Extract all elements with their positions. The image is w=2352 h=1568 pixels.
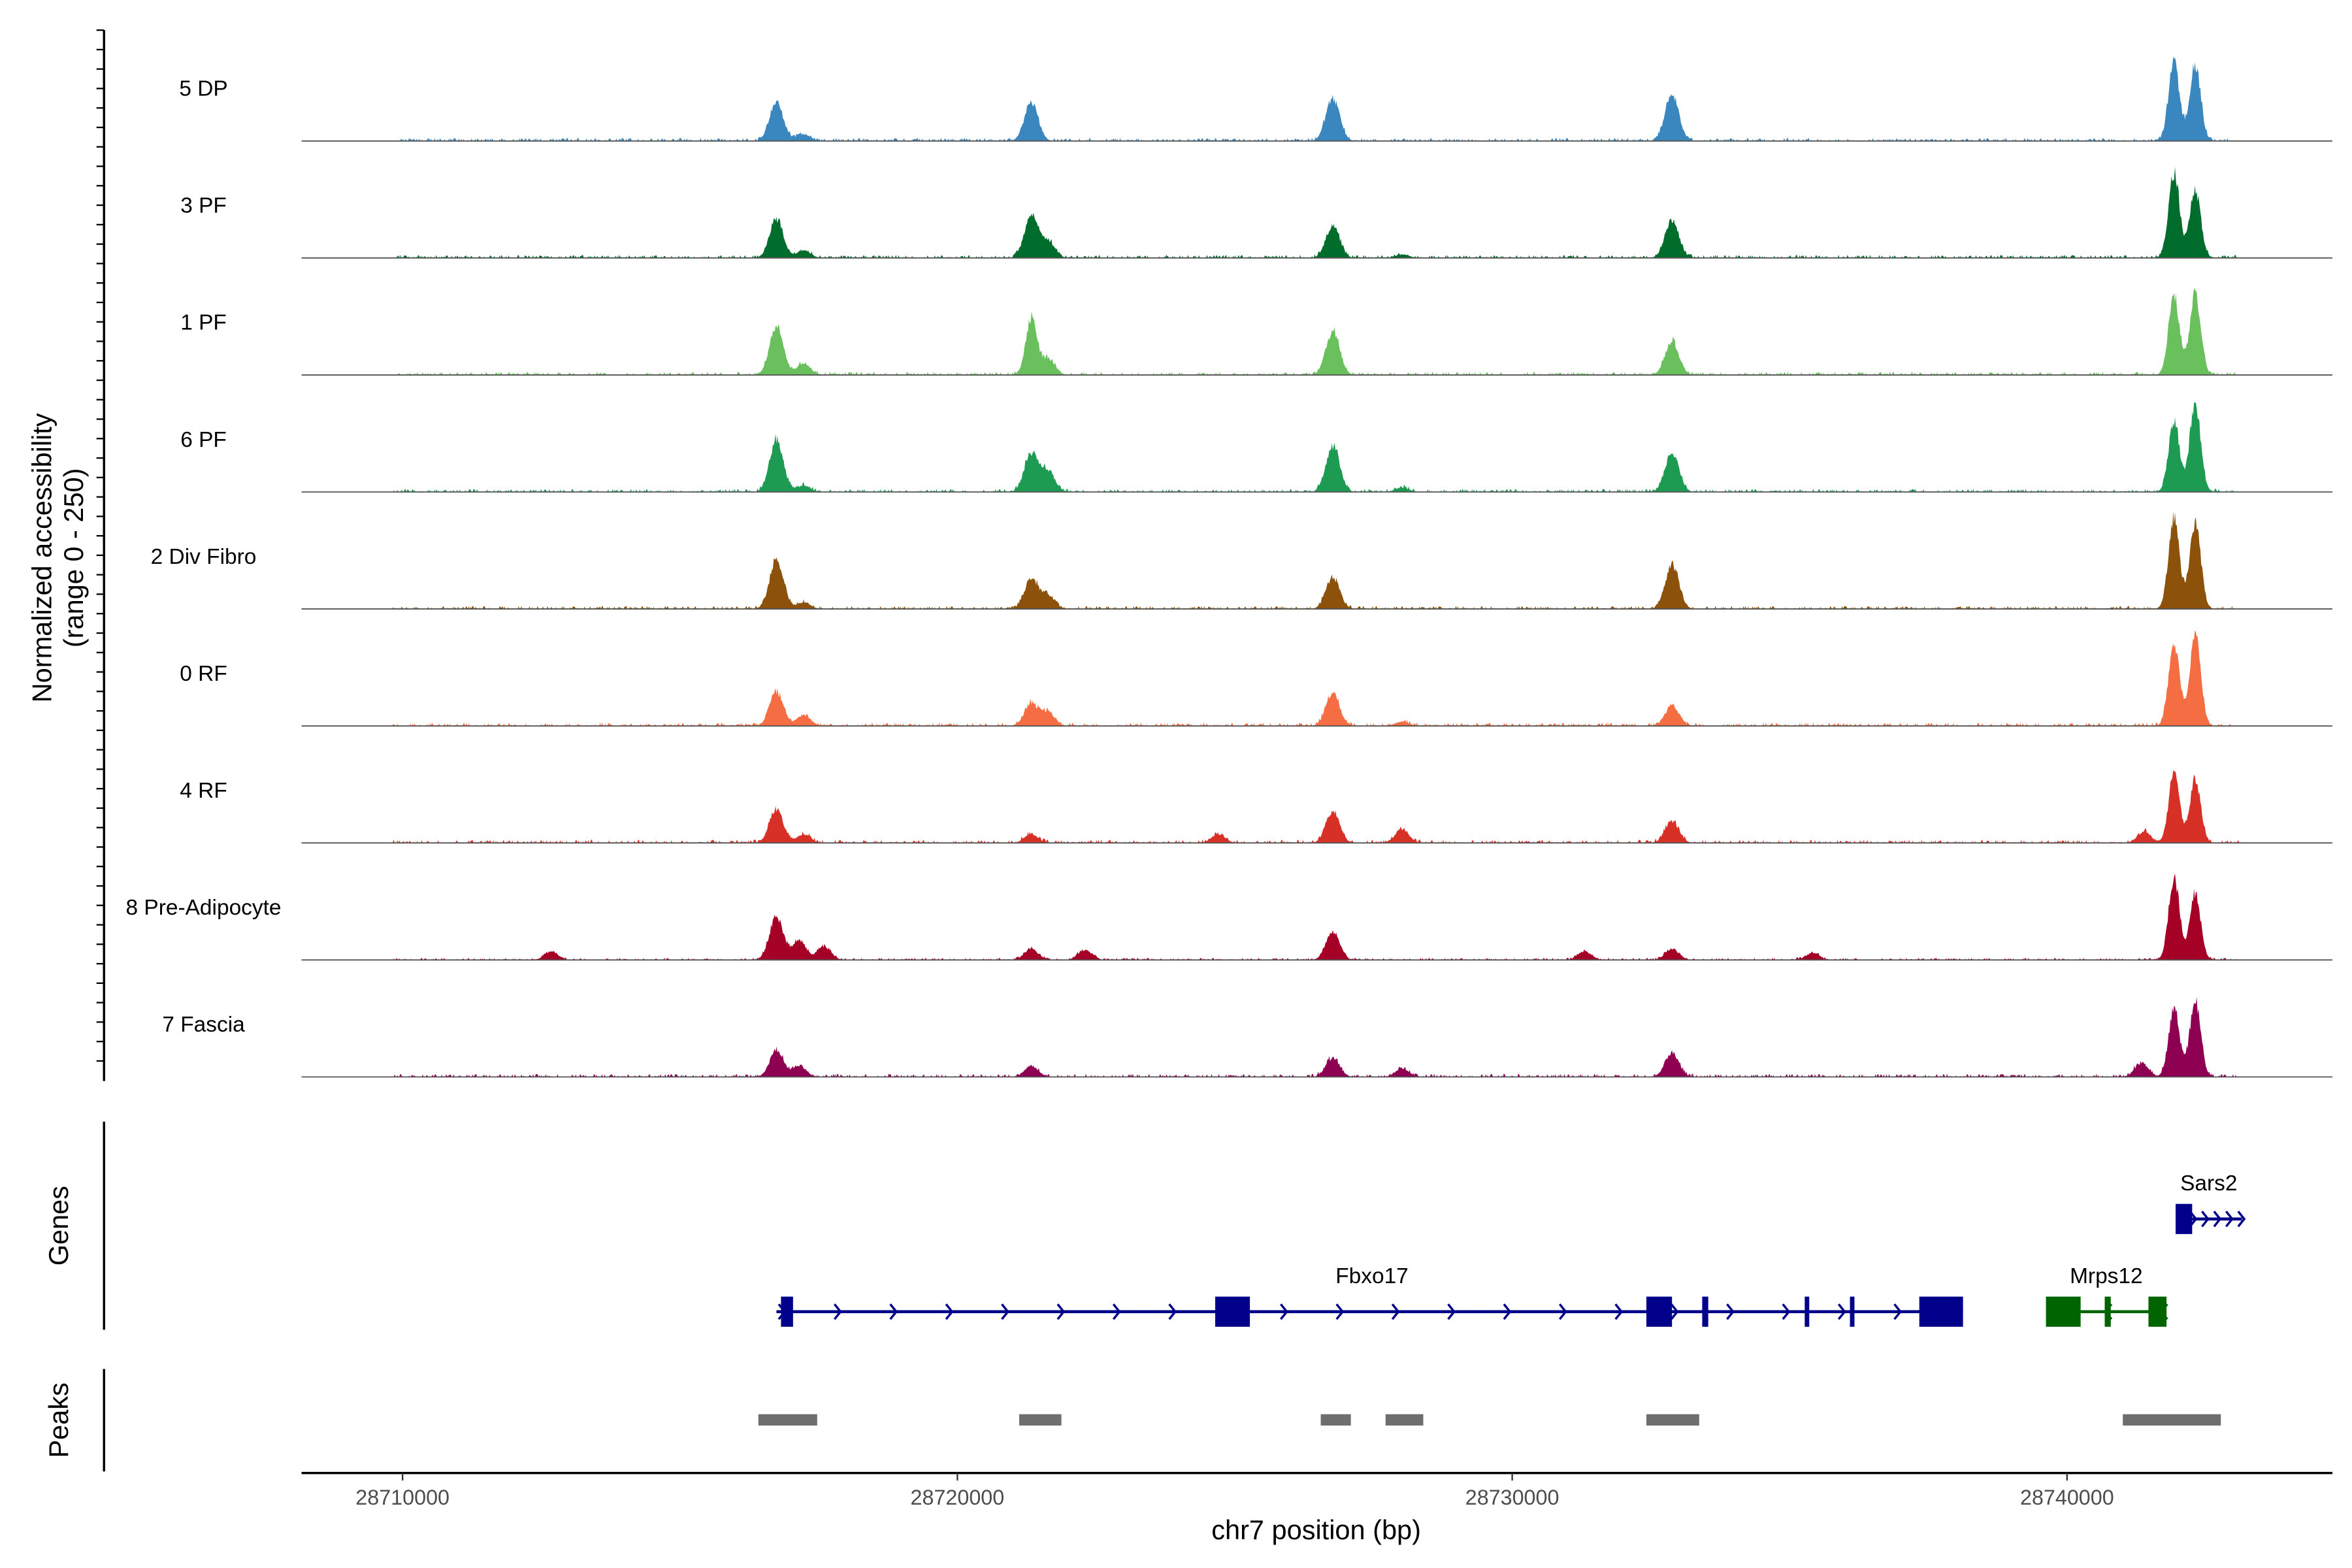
y-axis-subtitle: (range 0 - 250) xyxy=(58,468,89,648)
coverage-area xyxy=(301,167,2241,258)
y-axis-ticks xyxy=(96,29,105,1062)
y-axis-title: Normalized accessibility xyxy=(26,413,57,702)
strand-arrow-icon xyxy=(1001,1303,1009,1320)
genes-panel-label: Genes xyxy=(43,1186,74,1266)
called-peak-bar xyxy=(758,1414,817,1426)
strand-arrow-icon xyxy=(1893,1303,1903,1320)
track-label: 7 Fascia xyxy=(162,1013,245,1037)
gene-label: Mrps12 xyxy=(2070,1264,2143,1288)
track-7-fascia: 7 Fascia xyxy=(162,997,2332,1078)
strand-arrow-icon xyxy=(2237,1211,2246,1228)
called-peak-bar xyxy=(1019,1414,1062,1426)
track-label: 0 RF xyxy=(180,662,227,686)
gene-mrps12: Mrps12 xyxy=(2046,1264,2168,1327)
track-0-rf: 0 RF xyxy=(180,630,2332,727)
coverage-area xyxy=(301,402,2241,492)
gene-exon xyxy=(2046,1296,2081,1327)
called-peak-bar xyxy=(1646,1414,1699,1426)
x-tick-label: 28740000 xyxy=(2020,1486,2114,1509)
coverage-tracks: 5 DP 3 PF 1 PF 6 PF 2 Div Fibro 0 RF 4 RF 8 Pre… xyxy=(126,56,2332,1078)
strand-arrow-icon xyxy=(1391,1303,1400,1320)
gene-exon xyxy=(1919,1296,1963,1327)
gene-exon xyxy=(1646,1296,1673,1327)
strand-arrow-icon xyxy=(1112,1303,1121,1320)
x-axis-title: chr7 position (bp) xyxy=(1211,1514,1421,1545)
gene-label: Sars2 xyxy=(2180,1171,2237,1196)
track-6-pf: 6 PF xyxy=(180,402,2332,493)
x-tick-label: 28730000 xyxy=(1465,1486,1560,1509)
coverage-area xyxy=(301,630,2241,727)
strand-arrow-icon xyxy=(1280,1303,1288,1320)
track-label: 5 DP xyxy=(179,77,227,101)
coverage-area xyxy=(301,770,2241,843)
track-3-pf: 3 PF xyxy=(180,167,2332,259)
strand-arrow-icon xyxy=(1558,1303,1567,1320)
strand-arrow-icon xyxy=(1837,1303,1846,1320)
gene-exon xyxy=(2148,1296,2167,1327)
strand-arrow-icon xyxy=(1614,1303,1624,1320)
coverage-area xyxy=(301,874,2241,960)
track-label: 1 PF xyxy=(180,311,227,335)
x-axis-ticks: 28710000 28720000 28730000 28740000 xyxy=(355,1473,2114,1509)
track-4-rf: 4 RF xyxy=(180,770,2332,844)
called-peak-bar xyxy=(2123,1414,2221,1426)
strand-arrow-icon xyxy=(1168,1303,1177,1320)
gene-fbxo17: Fbxo17 xyxy=(776,1264,1963,1327)
coverage-area xyxy=(301,997,2241,1077)
strand-arrow-icon xyxy=(2225,1211,2234,1228)
gene-label: Fbxo17 xyxy=(1335,1264,1409,1288)
gene-exon xyxy=(1850,1296,1855,1327)
x-tick-label: 28720000 xyxy=(911,1486,1005,1509)
strand-arrow-icon xyxy=(833,1303,842,1320)
called-peaks xyxy=(758,1414,2221,1426)
track-label: 2 Div Fibro xyxy=(151,545,257,569)
gene-sars2: Sars2 xyxy=(2176,1171,2246,1234)
strand-arrow-icon xyxy=(889,1303,898,1320)
strand-arrow-icon xyxy=(2201,1211,2210,1228)
called-peak-bar xyxy=(1385,1414,1424,1426)
track-8-pre-adipocyte: 8 Pre-Adipocyte xyxy=(126,874,2332,961)
track-label: 6 PF xyxy=(180,428,227,452)
track-5-dp: 5 DP xyxy=(179,56,2332,142)
strand-arrow-icon xyxy=(1056,1303,1066,1320)
track-label: 3 PF xyxy=(180,194,227,218)
strand-arrow-icon xyxy=(1782,1303,1791,1320)
coverage-area xyxy=(301,56,2241,141)
x-tick-label: 28710000 xyxy=(355,1486,449,1509)
coverage-area xyxy=(301,288,2241,375)
strand-arrow-icon xyxy=(1726,1303,1735,1320)
strand-arrow-icon xyxy=(1670,1303,1679,1320)
strand-arrow-icon xyxy=(945,1303,954,1320)
strand-arrow-icon xyxy=(1447,1303,1456,1320)
strand-arrow-icon xyxy=(2213,1211,2222,1228)
gene-annotations: Fbxo17 Mrps12 Sars2 xyxy=(776,1171,2246,1327)
called-peak-bar xyxy=(1320,1414,1351,1426)
coverage-area xyxy=(301,512,2241,610)
gene-exon xyxy=(1215,1296,1250,1327)
gene-exon xyxy=(781,1296,793,1327)
track-label: 4 RF xyxy=(180,779,227,803)
gene-exon xyxy=(1702,1296,1708,1327)
strand-arrow-icon xyxy=(1503,1303,1512,1320)
gene-exon xyxy=(2176,1203,2193,1234)
strand-arrow-icon xyxy=(1335,1303,1345,1320)
track-2-div-fibro: 2 Div Fibro xyxy=(151,512,2332,610)
gene-exon xyxy=(1805,1296,1810,1327)
track-1-pf: 1 PF xyxy=(180,288,2332,376)
track-label: 8 Pre-Adipocyte xyxy=(126,896,282,920)
gene-exon xyxy=(2104,1296,2111,1327)
peaks-panel-label: Peaks xyxy=(43,1382,74,1458)
